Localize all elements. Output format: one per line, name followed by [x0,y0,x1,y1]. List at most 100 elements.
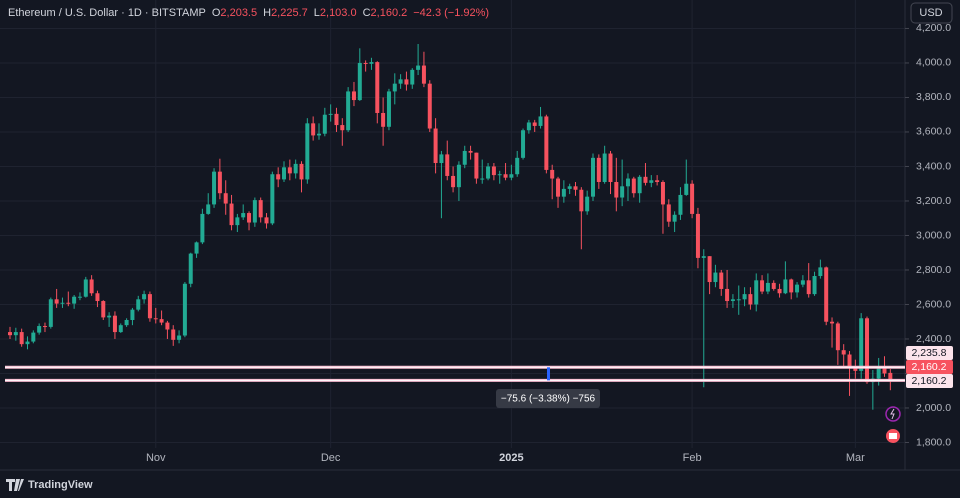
candle [235,213,240,233]
candle [433,118,438,174]
candle [101,300,106,320]
measure-price-label-box [906,374,953,388]
candle [655,175,660,186]
candle [515,150,520,177]
event-icon-glyph [889,433,897,439]
field-value: 2,203.5 [220,7,257,19]
candle [451,166,456,193]
candle [789,278,794,300]
candle [299,161,304,193]
candle [550,164,555,200]
brand-logo[interactable] [6,479,24,491]
candle [701,249,706,388]
candle-body [783,279,788,294]
candle-body [468,150,473,153]
candle [596,154,601,189]
candle-body [503,174,508,178]
candle [602,145,607,184]
side-icons[interactable] [885,406,901,443]
y-tick-label: 3,400.0 [916,160,951,172]
candle-body [392,83,397,92]
candle [783,261,788,295]
candle [474,152,479,184]
candle-body [147,294,152,319]
candle-body [806,280,811,295]
measure-price-label: 2,235.8 [911,347,946,359]
candle-body [404,79,409,85]
candle-body [573,186,578,190]
field-value: 2,160.2 [371,7,408,19]
currency-button[interactable]: USD [910,2,953,24]
candle [212,168,217,208]
candle-body [526,122,531,131]
candle-body [795,284,800,293]
candle-body [136,299,141,310]
candle-body [556,178,561,197]
candle [398,74,403,89]
candle [416,43,421,76]
candle [276,167,281,188]
candle [765,273,770,295]
change: −42.3 (−1.92%) [413,7,489,19]
candle-body [491,166,496,176]
candle [346,87,351,132]
candle-body [159,319,164,323]
currency-button-box[interactable] [910,2,953,24]
candle [142,290,147,304]
candle-body [725,288,730,302]
candle-body [340,125,345,131]
x-tick-label: Feb [683,452,702,464]
brand-name[interactable]: TradingView [28,479,93,491]
candle [859,313,864,379]
candle-body [666,204,671,222]
candle [812,271,817,296]
candle-body [200,213,205,243]
candle-body [550,169,555,179]
candle-body [375,62,380,113]
measure-label: −75.6 (−3.38%) −756 [501,394,596,405]
candle-body [474,152,479,179]
candle [591,153,595,201]
candle-body [311,123,316,136]
candle-body [643,176,648,183]
candle [334,107,339,132]
candle [730,294,735,308]
candle [818,259,823,279]
alert-icon[interactable] [885,406,901,422]
candle [678,187,683,220]
candle-body [212,171,217,205]
candle [585,190,590,215]
candle-body [625,178,630,187]
candle [608,150,613,195]
candle-body [410,69,415,85]
candle-body [316,133,321,136]
candle-body [276,174,281,180]
x-tick-label: Dec [321,452,341,464]
candle [760,275,765,295]
candle [54,288,59,308]
candle-body [252,200,257,223]
candle-body [287,167,292,174]
candle [194,241,199,258]
candle [439,150,444,219]
candle-body [451,175,456,188]
candle [363,60,368,72]
candle-body [649,180,654,183]
candle [19,328,24,347]
candle [153,307,158,324]
candle [66,291,71,307]
candle [468,145,473,160]
candle [672,211,677,233]
candle [42,322,47,333]
candle [118,323,123,333]
y-tick-label: 3,200.0 [916,195,951,207]
candle-body [124,320,129,326]
candle-body [165,322,170,330]
candle-body [497,174,502,176]
candle-body [83,279,88,297]
candle-body [241,213,246,218]
currency-label[interactable]: USD [919,7,942,19]
measure-price-label: 2,160.2 [911,375,946,387]
brand[interactable]: TradingView [6,479,93,491]
candle-body [299,163,304,180]
